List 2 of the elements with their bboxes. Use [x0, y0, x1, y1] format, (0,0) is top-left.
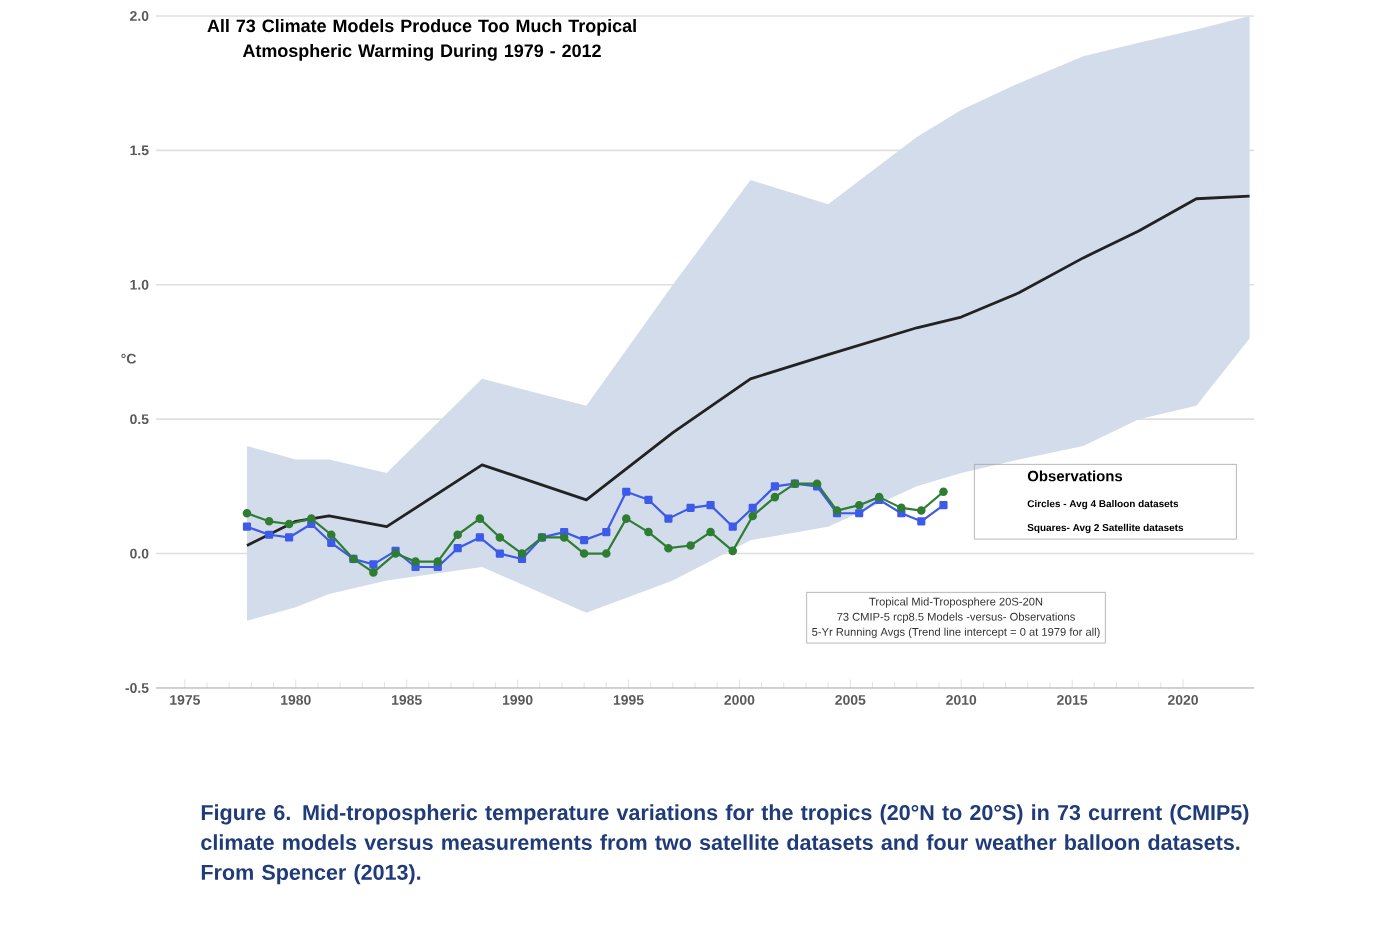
text: All 73 Climate Models Produce Too Much Tropical Atmospheric Warming During 1979 - 2012: [207, 19, 636, 61]
caption: Figure 6. Mid-tropospheric temperature variations for the tropics (20°N to 20°S) in 73 current (CMIP5) climate models versus measurements from two satellite datasets and four weather balloon datasets. From Spencer (2013).: [201, 804, 1249, 885]
